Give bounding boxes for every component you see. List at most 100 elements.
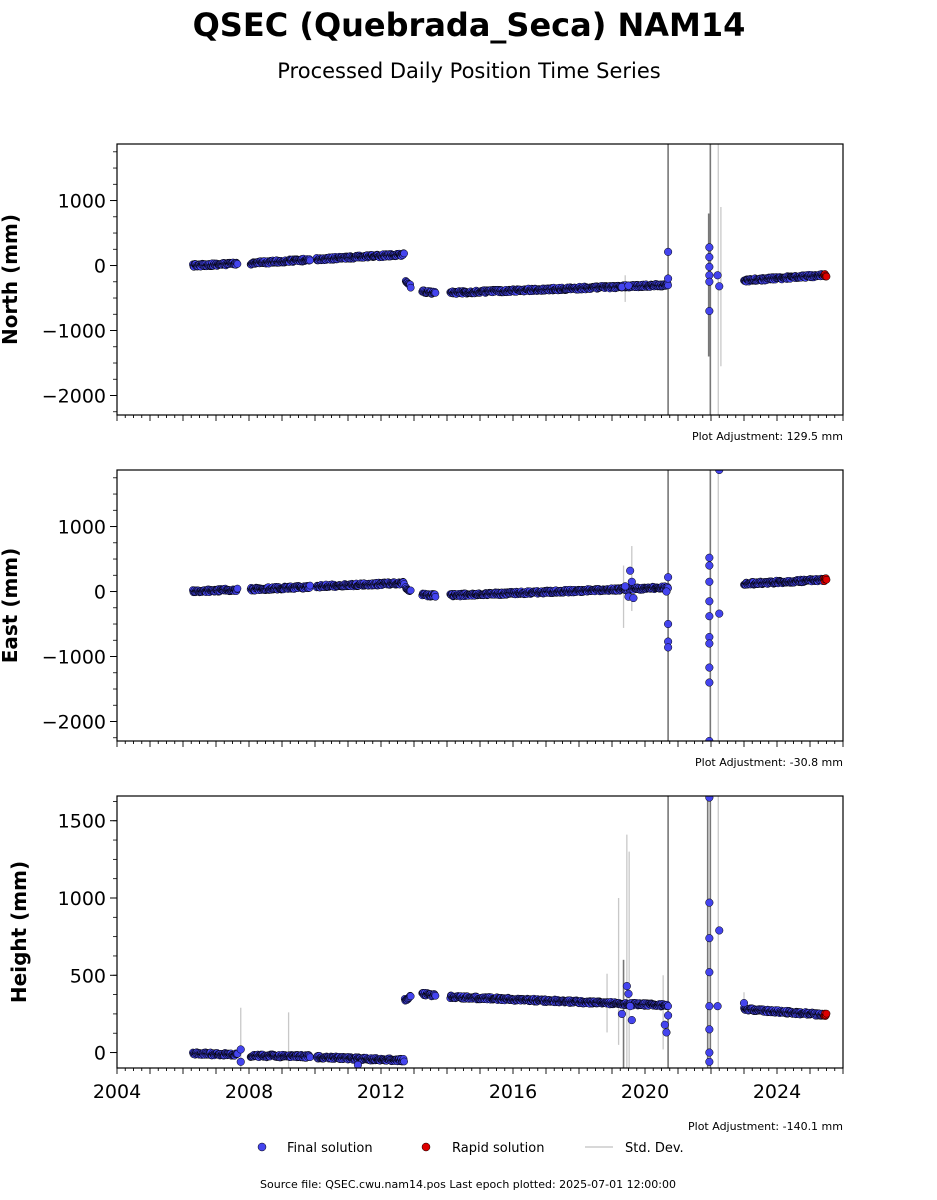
height-outlier-point (739, 999, 749, 1008)
north-plot-adjustment: Plot Adjustment: 129.5 mm (692, 430, 843, 443)
height-y-tick-label: 1000 (58, 888, 106, 910)
east-outlier-point (627, 577, 636, 586)
height-y-tick-label: 1500 (58, 811, 106, 833)
east-outlier-point (621, 582, 630, 591)
north-y-tick-label: 0 (94, 256, 106, 278)
legend-rapid-label: Rapid solution (452, 1141, 544, 1156)
east-axes-frame (116, 469, 844, 742)
x-tick-label: 2004 (93, 1081, 141, 1103)
east-panel: 1000 0 −1000 −2000 East (mm) (0, 469, 844, 747)
height-final-point (306, 1053, 314, 1062)
east-final-point (233, 584, 242, 593)
height-outlier-point (353, 1060, 362, 1068)
north-outlier-point (705, 277, 714, 286)
east-outlier-point (664, 619, 673, 629)
height-plot-adjustment: Plot Adjustment: -140.1 mm (688, 1120, 843, 1133)
east-plot-adjustment: Plot Adjustment: -30.8 mm (695, 756, 843, 769)
east-y-axis-label: East (mm) (0, 548, 22, 664)
east-plot-area (189, 470, 831, 741)
legend-rapid-marker (421, 1142, 431, 1152)
north-y-tick-label: −2000 (42, 386, 106, 408)
height-y-tick-label: 0 (94, 1043, 106, 1065)
east-outlier-point (705, 639, 714, 648)
north-final-point (406, 283, 415, 292)
east-outlier-point (715, 609, 724, 618)
height-y-axis-label: Height (mm) (7, 861, 31, 1003)
legend: Final solution Rapid solution Std. Dev. (257, 1141, 684, 1156)
chart-title: QSEC (Quebrada_Seca) NAM14 (193, 6, 746, 44)
height-final-point (400, 1057, 408, 1066)
north-outlier-point (705, 253, 714, 262)
height-outlier-point (622, 982, 631, 991)
north-y-axis-label: North (mm) (0, 214, 22, 345)
height-outlier-point (236, 1045, 245, 1054)
x-tick-label: 2008 (225, 1081, 273, 1103)
east-outlier-point (705, 553, 714, 562)
north-rapid-point (822, 272, 831, 281)
x-tick-label: 2020 (621, 1081, 669, 1103)
north-axes-frame (116, 143, 844, 416)
x-tick-label: 2016 (489, 1081, 537, 1103)
east-outlier-point (705, 561, 714, 570)
legend-final-marker (257, 1142, 267, 1152)
east-outlier-point (662, 587, 671, 596)
height-outlier-point (660, 1020, 669, 1029)
height-outlier-point (627, 1016, 636, 1025)
north-final-point (400, 249, 408, 258)
north-final-point (664, 281, 672, 290)
height-plot-area (189, 796, 831, 1068)
height-panel: 1500 1000 500 0 Height (mm) 2004 2008 2012 2016 2… (7, 795, 844, 1103)
north-final-point (431, 289, 440, 297)
north-outlier-point (624, 281, 633, 290)
height-outlier-point (705, 898, 714, 907)
north-final-point (233, 260, 242, 268)
height-outlier-point (705, 968, 714, 977)
east-outlier-point (705, 663, 714, 672)
east-outlier-point (664, 573, 673, 582)
east-rapid-point (822, 575, 831, 584)
east-final-point (431, 592, 440, 601)
north-panel: 1000 0 −1000 −2000 North (mm) (0, 143, 844, 421)
north-outlier-point (705, 306, 714, 316)
height-outlier-point (617, 1009, 626, 1018)
height-outlier-point (624, 989, 633, 998)
north-final-point (306, 256, 314, 265)
chart-subtitle: Processed Daily Position Time Series (277, 59, 661, 83)
east-outlier-point (705, 577, 714, 586)
height-axes-frame (116, 795, 844, 1069)
height-outlier-point (705, 1057, 714, 1066)
east-outlier-point (705, 736, 714, 741)
north-y-tick-label: 1000 (58, 191, 106, 213)
height-outlier-point (664, 1011, 673, 1020)
height-outlier-point (715, 926, 724, 935)
north-plot-area (189, 144, 831, 415)
east-y-tick-label: −1000 (42, 647, 106, 669)
height-rapid-point (822, 1009, 831, 1018)
height-outlier-point (705, 1002, 714, 1011)
height-outlier-point (713, 1002, 722, 1011)
east-final-point (406, 586, 415, 595)
north-outlier-point (664, 247, 673, 256)
east-y-tick-label: 0 (94, 582, 106, 604)
north-outlier-point (617, 282, 626, 292)
east-outlier-point (705, 597, 714, 606)
east-outlier-point (629, 593, 638, 603)
east-y-tick-label: 1000 (58, 517, 106, 539)
height-outlier-point (705, 1025, 714, 1034)
legend-std-label: Std. Dev. (625, 1141, 684, 1156)
east-final-point (306, 581, 314, 590)
height-outlier-point (626, 1002, 635, 1011)
height-final-point (406, 992, 415, 1001)
height-outlier-point (662, 1028, 671, 1037)
north-outlier-point (713, 271, 722, 280)
north-y-tick-label: −1000 (42, 321, 106, 343)
height-outlier-point (705, 1048, 714, 1057)
legend-final-label: Final solution (287, 1141, 373, 1156)
east-y-tick-label: −2000 (42, 712, 106, 734)
north-outlier-point (664, 274, 673, 283)
east-outlier-point (626, 566, 635, 575)
height-final-point (664, 1002, 672, 1010)
height-outlier-point (236, 1057, 245, 1066)
height-outlier-point (705, 934, 714, 943)
